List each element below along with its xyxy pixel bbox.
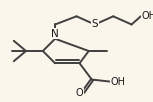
Text: OH: OH (111, 77, 126, 87)
Text: N: N (51, 29, 59, 39)
Text: O: O (76, 88, 83, 98)
Text: OH: OH (142, 11, 153, 21)
Text: S: S (91, 19, 98, 29)
